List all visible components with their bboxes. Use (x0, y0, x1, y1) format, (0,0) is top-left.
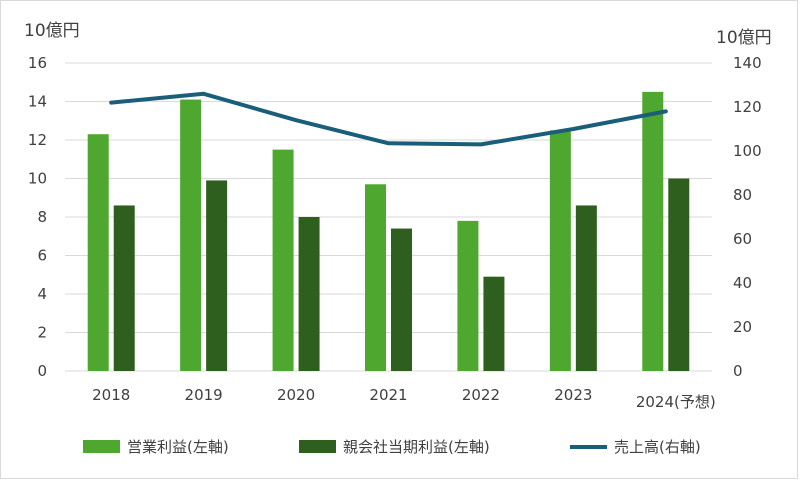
right-tick-label: 140 (733, 54, 762, 72)
legend-label: 営業利益(左軸) (127, 438, 229, 456)
legend: 営業利益(左軸) 親会社当期利益(左軸) 売上高(右軸) (83, 438, 701, 456)
net-profit-bar (668, 178, 690, 371)
net-profit-bar (113, 205, 135, 371)
right-tick-label: 0 (733, 362, 743, 380)
operating-profit-bar (272, 149, 294, 371)
left-tick-label: 14 (28, 93, 47, 111)
left-tick-label: 0 (37, 362, 47, 380)
x-tick-label: 2023 (554, 386, 592, 404)
x-tick-label: 2018 (92, 386, 130, 404)
x-axis-ticks: 2018 2019 2020 2021 2022 2023 2024(予想) (92, 386, 716, 411)
left-tick-label: 16 (28, 54, 47, 72)
right-tick-label: 40 (733, 274, 752, 292)
bars (87, 91, 690, 371)
sales-line-layer (109, 91, 668, 147)
left-tick-label: 6 (37, 247, 47, 265)
x-tick-label: 2024(予想) (636, 393, 716, 411)
operating-profit-bar (549, 130, 571, 371)
left-tick-label: 2 (37, 324, 47, 342)
legend-label: 親会社当期利益(左軸) (343, 438, 490, 456)
net-profit-bar (483, 276, 505, 371)
operating-profit-bar (87, 134, 109, 371)
x-tick-label: 2022 (462, 386, 500, 404)
gridlines (65, 62, 712, 372)
net-profit-bar (298, 217, 320, 371)
x-tick-label: 2020 (277, 386, 315, 404)
operating-profit-bar (642, 91, 664, 371)
operating-profit-bar (180, 99, 202, 371)
x-tick-label: 2019 (185, 386, 223, 404)
operating-profit-bar (365, 184, 386, 371)
left-axis-ticks: 0 2 4 6 8 10 12 14 16 (28, 54, 47, 380)
left-tick-label: 4 (37, 285, 47, 303)
left-tick-label: 10 (28, 170, 47, 188)
right-axis-unit: 10億円 (716, 28, 772, 48)
net-profit-bar (206, 180, 228, 371)
sales-line (109, 91, 668, 147)
left-tick-label: 12 (28, 131, 47, 149)
right-tick-label: 120 (733, 98, 762, 116)
right-tick-label: 60 (733, 230, 752, 248)
right-axis-ticks: 0 20 40 60 80 100 120 140 (733, 54, 762, 380)
right-tick-label: 20 (733, 318, 752, 336)
legend-swatch (299, 440, 336, 453)
legend-label: 売上高(右軸) (614, 438, 701, 456)
left-tick-label: 8 (37, 208, 47, 226)
net-profit-bar (391, 228, 412, 371)
left-axis-unit: 10億円 (24, 21, 80, 41)
right-tick-label: 80 (733, 186, 752, 204)
operating-profit-bar (457, 220, 479, 371)
right-tick-label: 100 (733, 142, 762, 160)
x-tick-label: 2021 (369, 386, 407, 404)
legend-swatch (83, 440, 120, 453)
net-profit-bar (575, 205, 597, 371)
